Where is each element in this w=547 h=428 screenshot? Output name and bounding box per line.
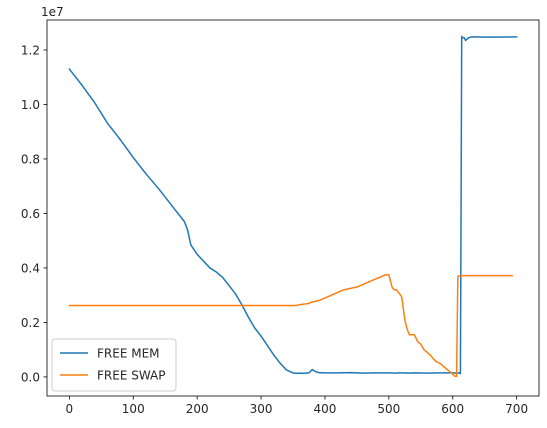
x-tick-label: 500 [377,402,400,416]
x-tick-label: 400 [313,402,336,416]
y-axis-offset-text: 1e7 [41,5,64,19]
legend: FREE MEM FREE SWAP [51,338,177,392]
series-line-free-mem [68,35,518,375]
x-tick-label: 300 [250,402,273,416]
x-tick-label: 600 [441,402,464,416]
y-tick-label: 0.6 [21,207,40,221]
series-layer [68,35,518,378]
x-tick-label: 700 [505,402,528,416]
legend-box [51,338,177,392]
axes-frame [46,19,540,397]
y-tick-label: 0.8 [21,152,40,166]
x-tick-label: 200 [186,402,209,416]
x-tick-label: 0 [66,402,74,416]
y-tick-label: 1.0 [21,98,40,112]
series-line-free-swap [68,274,513,378]
y-tick-label: 0.0 [21,370,40,384]
legend-label: FREE MEM [97,347,160,361]
y-tick-label: 0.4 [21,261,40,275]
y-axis: 0.0 0.2 0.4 0.6 0.8 1.0 1.2 [21,43,47,384]
y-tick-label: 0.2 [21,316,40,330]
legend-label: FREE SWAP [97,369,166,383]
x-tick-label: 100 [122,402,145,416]
x-axis: 0 100 200 300 400 500 600 700 [66,396,528,416]
y-tick-label: 1.2 [21,43,40,57]
